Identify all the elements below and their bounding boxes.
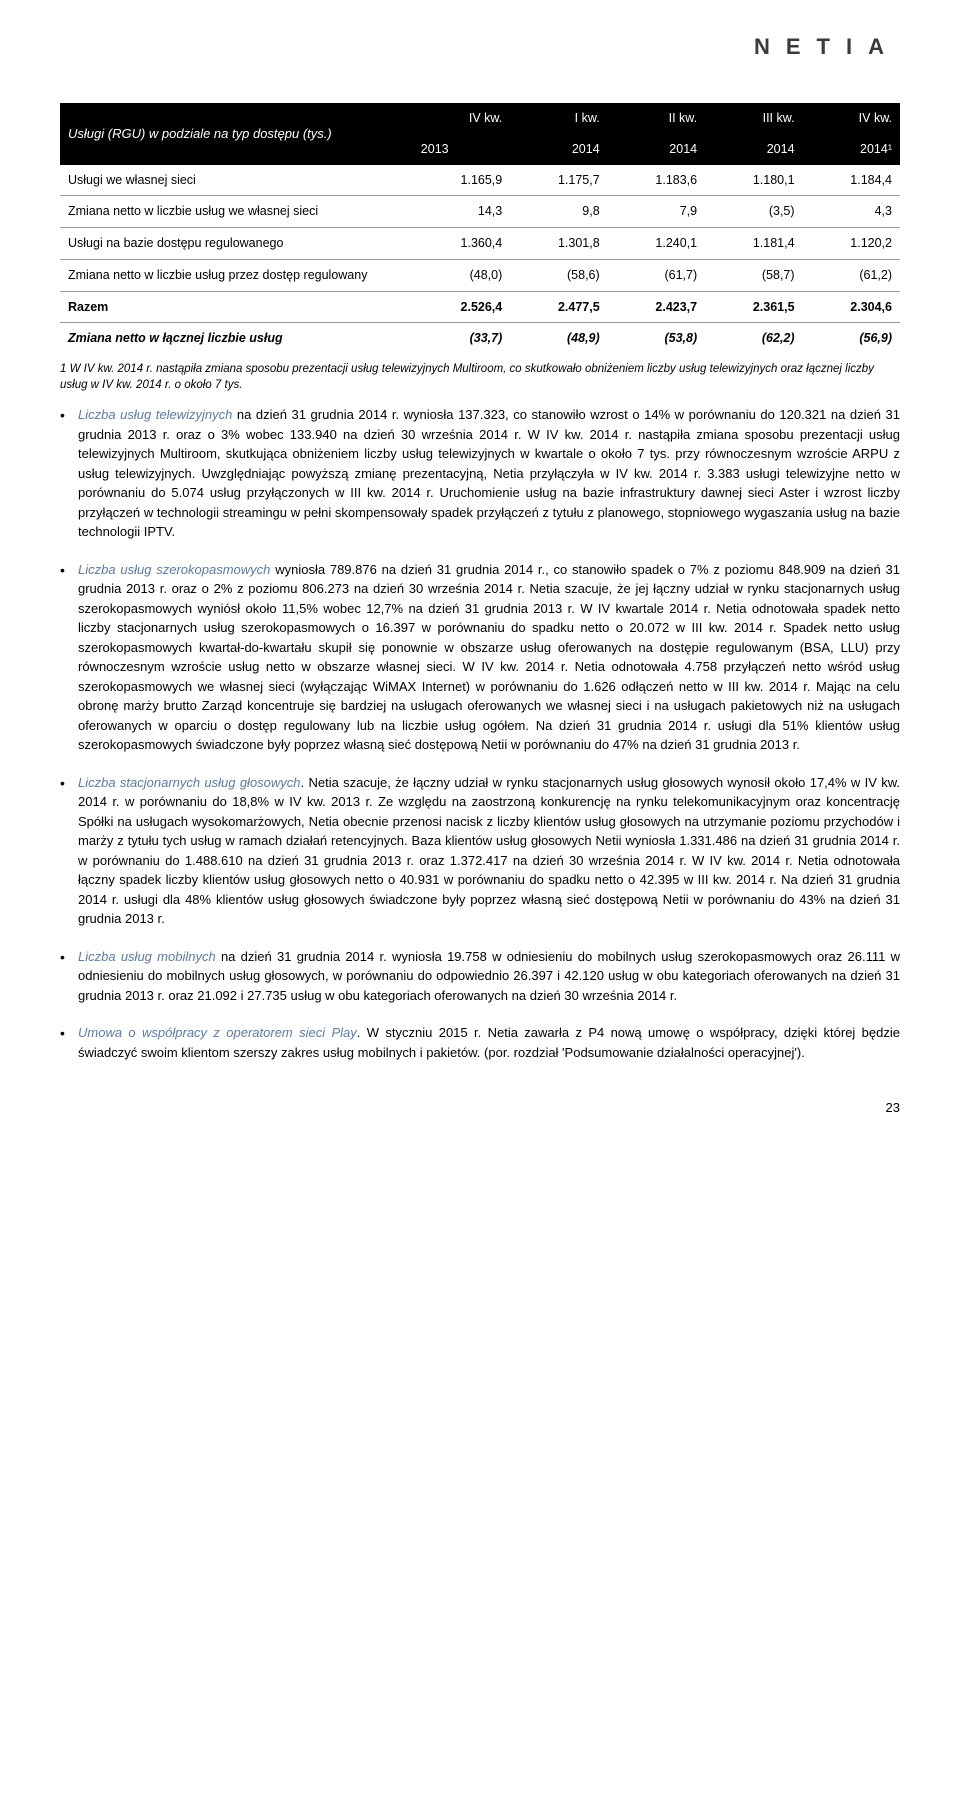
- row-value: 1.301,8: [510, 228, 607, 260]
- row-value: 1.183,6: [608, 165, 705, 196]
- bullet-lead: Liczba usług szerokopasmowych: [78, 562, 270, 577]
- razem-v3: 2.361,5: [705, 291, 802, 323]
- list-item: Liczba usług szerokopasmowych wyniosła 7…: [60, 560, 900, 755]
- razem-v4: 2.304,6: [803, 291, 900, 323]
- zmiana-v3: (62,2): [705, 323, 802, 354]
- col-1-l2: 2014: [510, 134, 607, 165]
- col-2-l1: II kw.: [608, 103, 705, 134]
- row-value: 1.120,2: [803, 228, 900, 260]
- col-3-l2: 2014: [705, 134, 802, 165]
- row-value: (3,5): [705, 196, 802, 228]
- row-value: 1.181,4: [705, 228, 802, 260]
- zmiana-v1: (48,9): [510, 323, 607, 354]
- row-label: Usługi we własnej sieci: [60, 165, 413, 196]
- table-footnote: 1 W IV kw. 2014 r. nastąpiła zmiana spos…: [60, 362, 900, 393]
- table-row: Usługi we własnej sieci1.165,91.175,71.1…: [60, 165, 900, 196]
- list-item: Liczba stacjonarnych usług głosowych. Ne…: [60, 773, 900, 929]
- row-value: 1.165,9: [413, 165, 510, 196]
- bullet-text: . Netia szacuje, że łączny udział w rynk…: [78, 775, 900, 927]
- row-value: 1.180,1: [705, 165, 802, 196]
- col-0-l1: IV kw.: [413, 103, 510, 134]
- razem-v2: 2.423,7: [608, 291, 705, 323]
- row-value: (58,6): [510, 259, 607, 291]
- row-value: 1.360,4: [413, 228, 510, 260]
- row-label: Usługi na bazie dostępu regulowanego: [60, 228, 413, 260]
- bullet-lead: Umowa o współpracy z operatorem sieci Pl…: [78, 1025, 357, 1040]
- list-item: Liczba usług mobilnych na dzień 31 grudn…: [60, 947, 900, 1006]
- table-row: Zmiana netto w liczbie usług przez dostę…: [60, 259, 900, 291]
- row-label: Zmiana netto w liczbie usług przez dostę…: [60, 259, 413, 291]
- col-1-l1: I kw.: [510, 103, 607, 134]
- list-item: Liczba usług telewizyjnych na dzień 31 g…: [60, 405, 900, 542]
- row-value: 9,8: [510, 196, 607, 228]
- list-item: Umowa o współpracy z operatorem sieci Pl…: [60, 1023, 900, 1062]
- row-value: 7,9: [608, 196, 705, 228]
- bullet-lead: Liczba stacjonarnych usług głosowych: [78, 775, 301, 790]
- col-2-l2: 2014: [608, 134, 705, 165]
- row-value: (48,0): [413, 259, 510, 291]
- bullet-lead: Liczba usług mobilnych: [78, 949, 216, 964]
- razem-v0: 2.526,4: [413, 291, 510, 323]
- rgu-table: Usługi (RGU) w podziale na typ dostępu (…: [60, 103, 900, 354]
- brand-logo: NETIA: [60, 30, 900, 63]
- col-4-l2: 2014¹: [803, 134, 900, 165]
- zmiana-v2: (53,8): [608, 323, 705, 354]
- col-3-l1: III kw.: [705, 103, 802, 134]
- row-value: 1.184,4: [803, 165, 900, 196]
- table-body: Usługi we własnej sieci1.165,91.175,71.1…: [60, 165, 900, 292]
- zmiana-label: Zmiana netto w łącznej liczbie usług: [60, 323, 413, 354]
- table-row-zmiana: Zmiana netto w łącznej liczbie usług (33…: [60, 323, 900, 354]
- col-4-l1: IV kw.: [803, 103, 900, 134]
- razem-v1: 2.477,5: [510, 291, 607, 323]
- bullet-text: wyniosła 789.876 na dzień 31 grudnia 201…: [78, 562, 900, 753]
- row-value: (58,7): [705, 259, 802, 291]
- table-row-razem: Razem 2.526,4 2.477,5 2.423,7 2.361,5 2.…: [60, 291, 900, 323]
- row-value: 1.240,1: [608, 228, 705, 260]
- row-value: (61,7): [608, 259, 705, 291]
- row-value: 1.175,7: [510, 165, 607, 196]
- zmiana-v4: (56,9): [803, 323, 900, 354]
- bullet-list: Liczba usług telewizyjnych na dzień 31 g…: [60, 405, 900, 1062]
- row-value: 4,3: [803, 196, 900, 228]
- table-header-label: Usługi (RGU) w podziale na typ dostępu (…: [60, 103, 413, 165]
- row-value: (61,2): [803, 259, 900, 291]
- page-number: 23: [60, 1098, 900, 1118]
- zmiana-v0: (33,7): [413, 323, 510, 354]
- bullet-text: na dzień 31 grudnia 2014 r. wyniosła 137…: [78, 407, 900, 539]
- col-0-l2: 2013: [413, 134, 510, 165]
- table-row: Usługi na bazie dostępu regulowanego1.36…: [60, 228, 900, 260]
- bullet-lead: Liczba usług telewizyjnych: [78, 407, 232, 422]
- row-value: 14,3: [413, 196, 510, 228]
- table-row: Zmiana netto w liczbie usług we własnej …: [60, 196, 900, 228]
- row-label: Zmiana netto w liczbie usług we własnej …: [60, 196, 413, 228]
- razem-label: Razem: [60, 291, 413, 323]
